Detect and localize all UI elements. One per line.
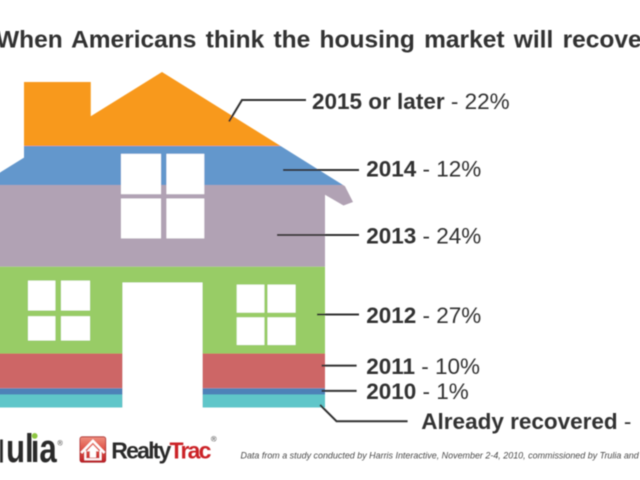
svg-text:Already recovered -: Already recovered - <box>421 409 631 434</box>
svg-text:2012 - 27%: 2012 - 27% <box>366 303 481 328</box>
svg-text:2015 or later - 22%: 2015 or later - 22% <box>312 89 510 114</box>
svg-text:®: ® <box>58 440 64 448</box>
svg-text:®: ® <box>211 435 217 444</box>
svg-text:2014 - 12%: 2014 - 12% <box>366 157 481 182</box>
svg-text:2010 - 1%: 2010 - 1% <box>366 379 469 404</box>
svg-text:2011 - 10%: 2011 - 10% <box>366 354 480 379</box>
svg-text:2013 - 24%: 2013 - 24% <box>366 223 481 248</box>
svg-text:Data from a study conducted by: Data from a study conducted by Harris In… <box>241 450 640 460</box>
svg-text:RealtyTrac: RealtyTrac <box>111 438 211 464</box>
svg-text:When Americans think the housi: When Americans think the housing market … <box>0 27 640 54</box>
svg-text:ulıa: ulıa <box>6 426 58 471</box>
